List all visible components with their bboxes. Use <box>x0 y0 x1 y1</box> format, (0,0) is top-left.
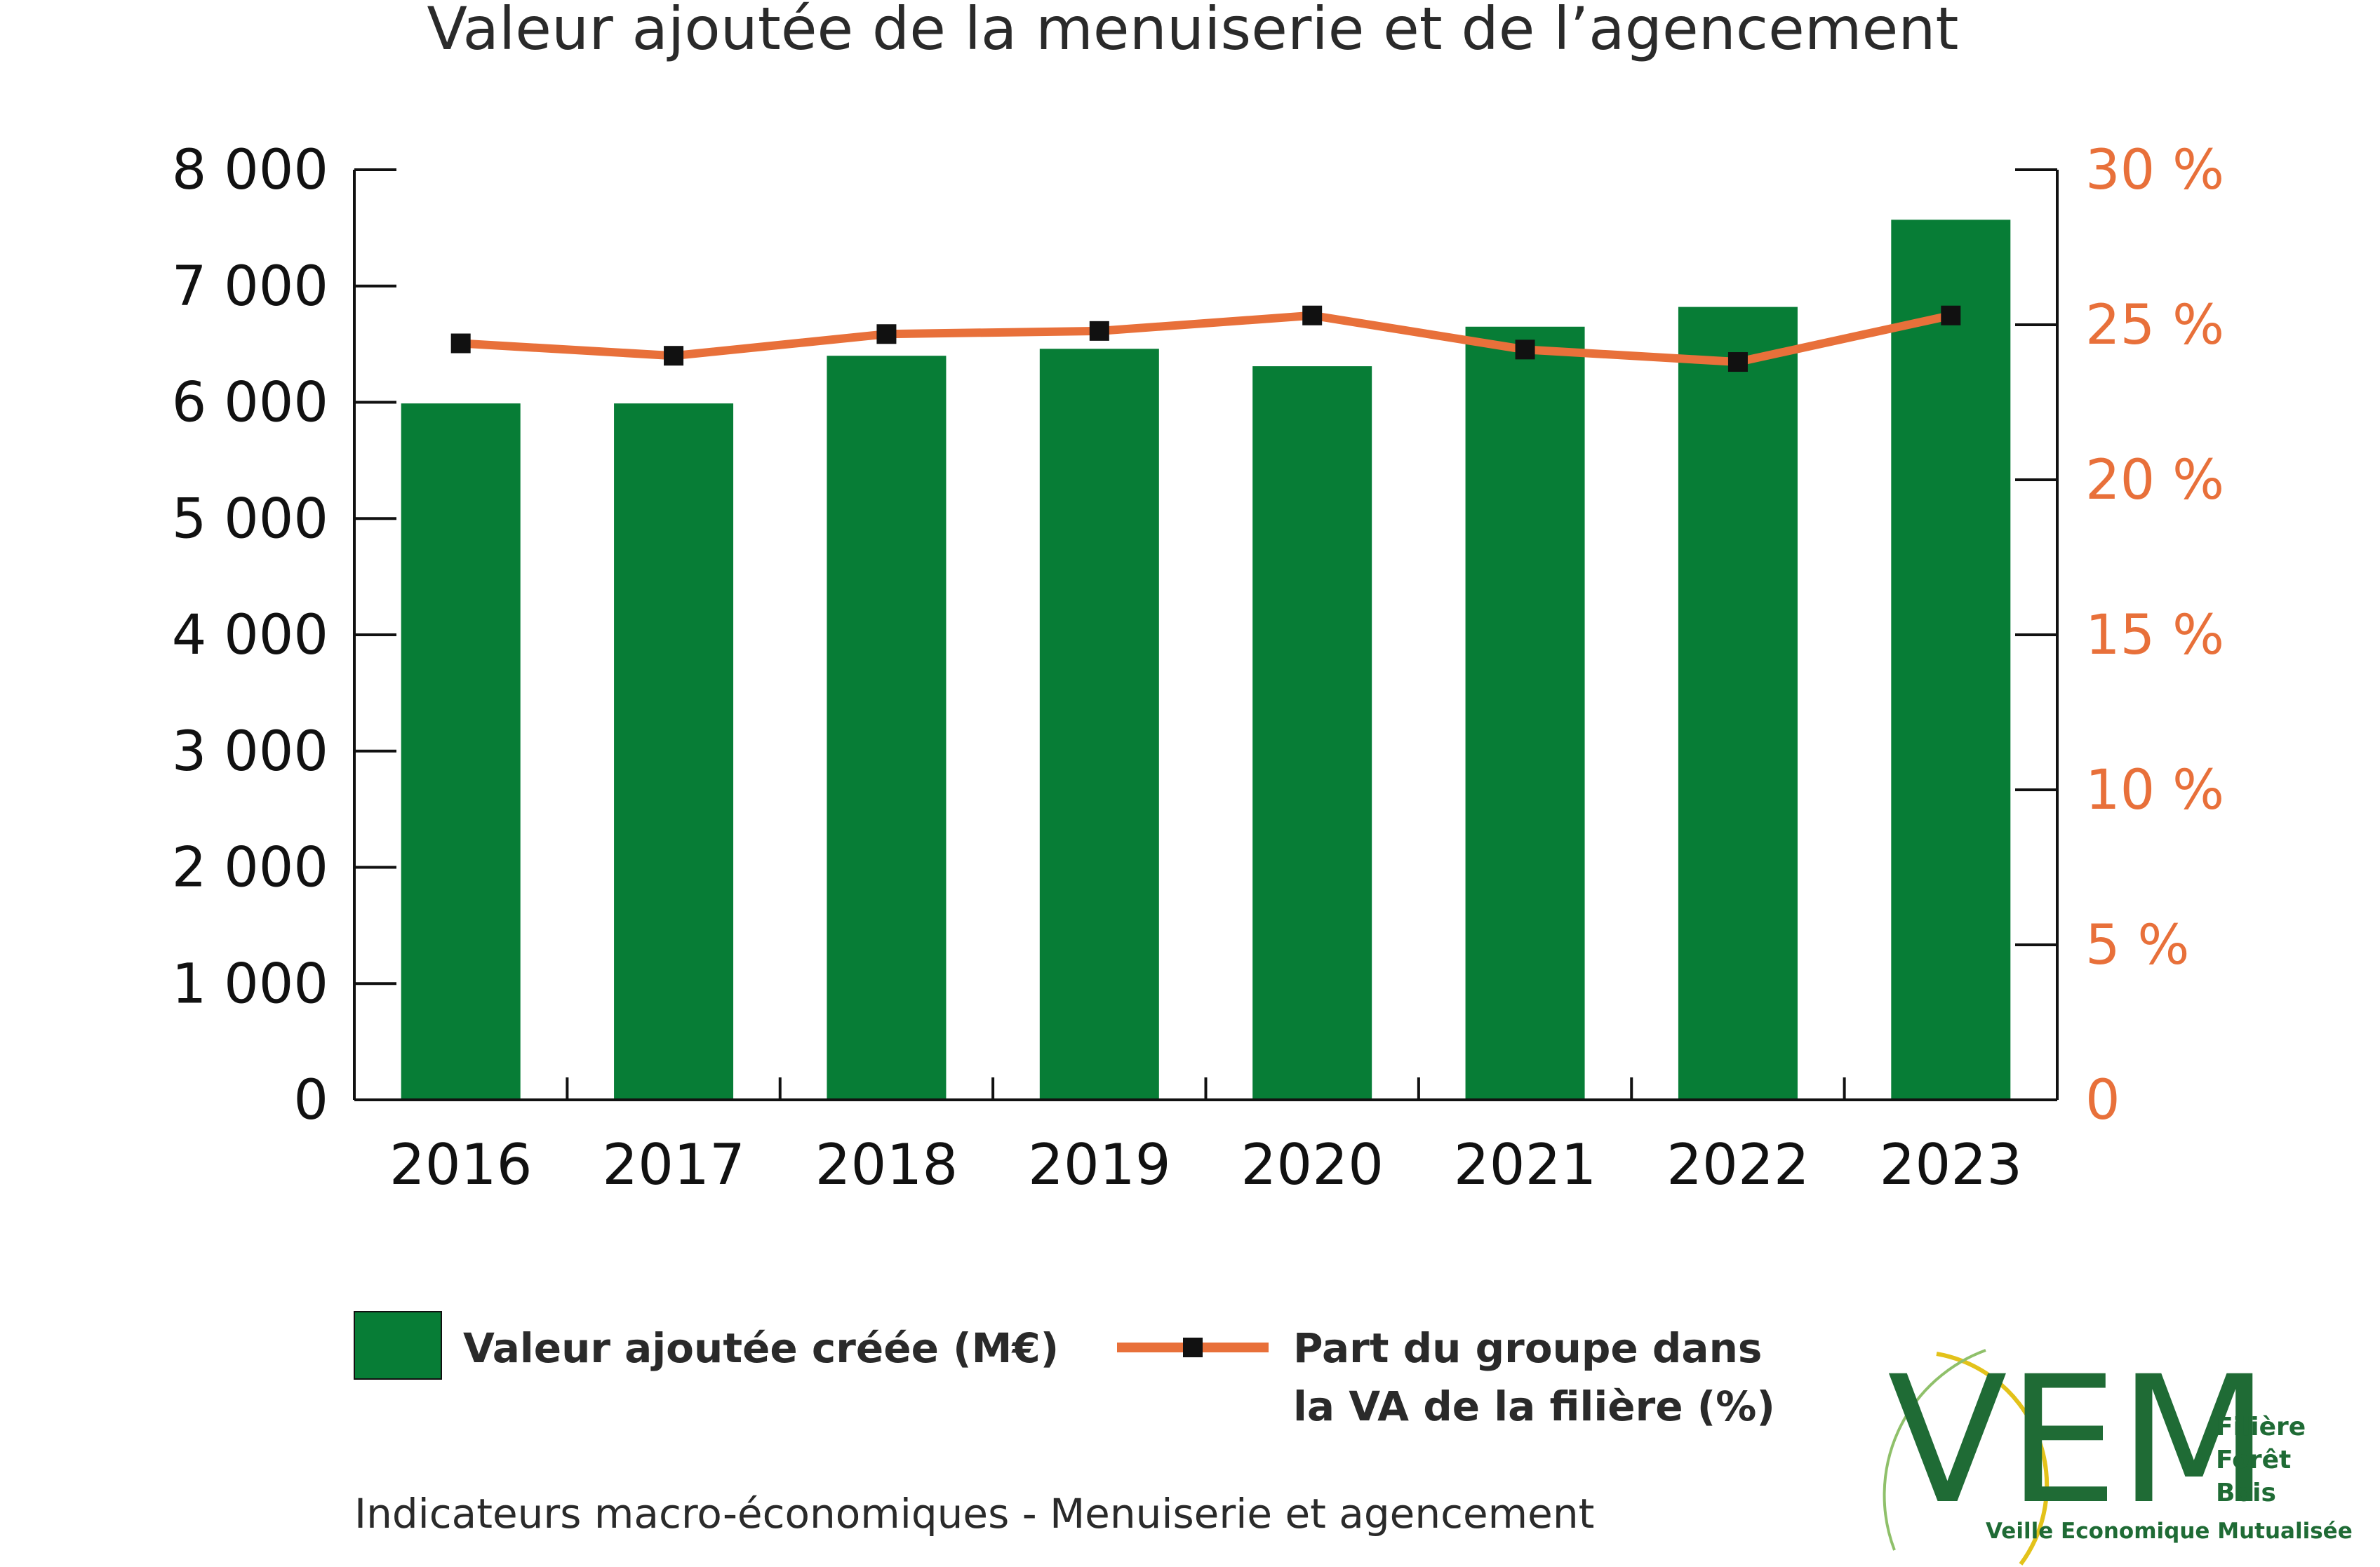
bar <box>827 356 947 1101</box>
line-point <box>1727 352 1748 372</box>
y-right-tick-label: 25 % <box>2085 294 2224 357</box>
x-tick-label: 2018 <box>815 1132 958 1197</box>
legend-bar-label: Valeur ajoutée créée (M€) <box>463 1324 1059 1372</box>
legend-line-label-1: Part du groupe dans <box>1293 1324 1762 1372</box>
logo-line-filiere: Filière <box>2216 1413 2306 1441</box>
chart-title: Valeur ajoutée de la menuiserie et de l’… <box>427 0 1959 63</box>
legend-bar-swatch <box>354 1311 442 1380</box>
x-tick-label: 2016 <box>389 1132 533 1197</box>
x-tick-label: 2020 <box>1241 1132 1384 1197</box>
y-right-tick-label: 5 % <box>2085 914 2190 977</box>
logo-letters: VEM <box>1887 1338 2270 1542</box>
logo-line-bois: Bois <box>2216 1479 2276 1507</box>
legend-line-label-2: la VA de la filière (%) <box>1293 1383 1775 1430</box>
line-point <box>450 333 471 354</box>
logo-tagline: Veille Economique Mutualisée <box>1986 1519 2353 1544</box>
line-point <box>664 346 684 366</box>
line-point <box>1941 305 1961 325</box>
y-left-tick-label: 3 000 <box>172 720 328 784</box>
y-left-tick-label: 0 <box>293 1069 328 1132</box>
y-left-tick-label: 7 000 <box>172 255 328 318</box>
y-left-tick-label: 4 000 <box>172 604 328 667</box>
bar <box>1039 349 1159 1100</box>
x-tick-label: 2019 <box>1028 1132 1171 1197</box>
bar <box>1252 366 1372 1101</box>
x-tick-label: 2017 <box>602 1132 745 1197</box>
y-right-tick-label: 20 % <box>2085 449 2224 512</box>
y-left-tick-label: 1 000 <box>172 953 328 1016</box>
x-tick-label: 2021 <box>1454 1132 1597 1197</box>
y-left-tick-label: 2 000 <box>172 837 328 900</box>
y-right-tick-label: 30 % <box>2085 139 2224 202</box>
legend-line-marker <box>1183 1338 1203 1357</box>
bar <box>614 403 734 1100</box>
y-right-tick-label: 10 % <box>2085 759 2224 822</box>
line-point <box>1515 339 1535 360</box>
logo-line-foret: Forêt <box>2216 1446 2291 1474</box>
y-right-tick-label: 0 <box>2085 1069 2120 1132</box>
y-left-tick-label: 5 000 <box>172 487 328 551</box>
bar <box>1465 326 1585 1101</box>
bar <box>1678 307 1798 1101</box>
y-right-tick-label: 15 % <box>2085 604 2224 667</box>
line-point <box>1302 305 1323 325</box>
line-series <box>460 311 1952 367</box>
logo-accent-arc <box>1936 1352 2050 1566</box>
y-left-tick-label: 8 000 <box>172 139 328 202</box>
vem-logo: VEM Filière Forêt Bois Veille Economique… <box>1883 1338 2353 1566</box>
bar <box>401 403 521 1100</box>
x-tick-label: 2022 <box>1666 1132 1810 1197</box>
logo-green-arc <box>1883 1349 1986 1551</box>
bar <box>1891 220 2011 1101</box>
line-point <box>876 324 897 344</box>
line-point <box>1089 321 1109 341</box>
y-left-tick-label: 6 000 <box>172 372 328 435</box>
x-tick-label: 2023 <box>1880 1132 2023 1197</box>
footer-text: Indicateurs macro-économiques - Menuiser… <box>354 1490 1594 1538</box>
plot-area: 0 1 000 2 000 3 000 4 000 5 000 6 000 7 000 8 00… <box>172 139 2224 1197</box>
